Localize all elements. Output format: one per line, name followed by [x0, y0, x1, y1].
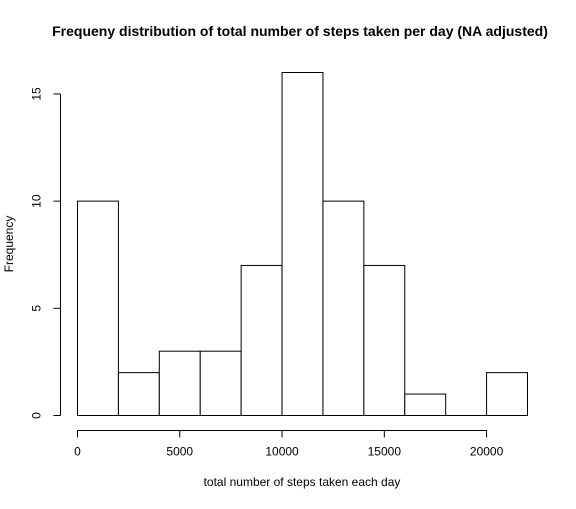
histogram-bar [240, 264, 283, 416]
y-axis: 0 5 10 15 [30, 87, 61, 419]
x-axis: 0 5000 10000 15000 20000 [74, 430, 504, 459]
x-tick-label: 20000 [470, 445, 504, 459]
y-tick-label: 10 [30, 194, 44, 208]
y-tick-label: 0 [30, 412, 44, 419]
histogram-bar [199, 350, 242, 416]
x-tick-label: 5000 [166, 445, 193, 459]
histogram-bar [322, 200, 365, 416]
y-tick-label: 5 [30, 305, 44, 312]
y-axis-title: Frequency [2, 216, 16, 273]
histogram-bar [281, 72, 324, 416]
x-tick-label: 15000 [368, 445, 402, 459]
histogram-bar [117, 372, 160, 416]
x-tick-label: 10000 [265, 445, 299, 459]
histogram-bar [77, 200, 119, 416]
chart-title: Frequeny distribution of total number of… [52, 23, 548, 39]
x-axis-title: total number of steps taken each day [204, 475, 401, 489]
histogram-bar [486, 372, 529, 416]
x-tick-label: 0 [74, 445, 81, 459]
histogram-bar [363, 264, 406, 416]
y-tick-label: 15 [30, 87, 44, 101]
histogram-bar [404, 393, 447, 416]
bars-group [77, 72, 529, 416]
histogram-bar [158, 350, 201, 416]
